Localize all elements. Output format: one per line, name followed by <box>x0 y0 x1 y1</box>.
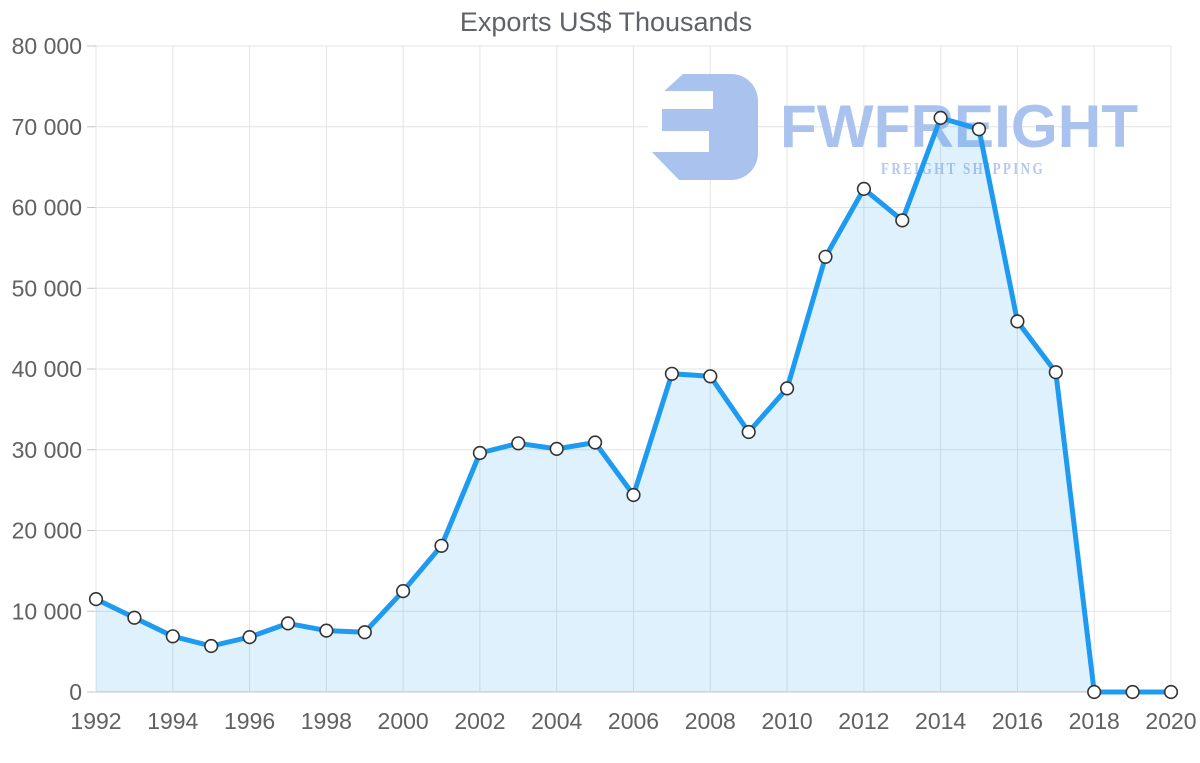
x-axis-label: 2018 <box>1069 708 1120 734</box>
watermark-brand: FWFREIGHT <box>780 93 1138 160</box>
chart-title: Exports US$ Thousands <box>460 7 752 37</box>
x-axis-label: 1998 <box>301 708 352 734</box>
x-axis-label: 2012 <box>838 708 889 734</box>
data-point[interactable] <box>587 435 603 450</box>
data-point[interactable] <box>88 591 104 607</box>
data-points <box>88 110 1179 700</box>
data-point[interactable] <box>703 369 718 384</box>
x-axis-label: 2008 <box>685 708 736 734</box>
data-point[interactable] <box>511 436 526 451</box>
y-axis-label: 40 000 <box>12 356 82 382</box>
y-axis-label: 50 000 <box>12 275 82 301</box>
freight-logo-icon <box>648 74 758 180</box>
data-point[interactable] <box>818 249 833 264</box>
y-axis-label: 30 000 <box>12 437 82 463</box>
data-point[interactable] <box>933 110 948 125</box>
watermark: FWFREIGHT FREIGHT SHIPPING <box>648 74 1138 180</box>
x-axis-label: 2006 <box>608 708 659 734</box>
x-axis-label: 2000 <box>378 708 429 734</box>
data-point[interactable] <box>434 538 449 553</box>
data-point[interactable] <box>127 610 142 625</box>
y-axis-label: 70 000 <box>12 114 82 140</box>
x-axis-label: 2010 <box>761 708 812 734</box>
x-axis-label: 2016 <box>992 708 1043 734</box>
axis-labels: 0 10 000 20 000 30 000 40 000 50 000 60 000 70 … <box>12 33 1197 734</box>
data-point[interactable] <box>280 616 296 631</box>
data-point[interactable] <box>741 424 756 440</box>
x-axis-label: 2020 <box>1145 708 1196 734</box>
data-point[interactable] <box>1010 314 1025 329</box>
data-point[interactable] <box>165 629 180 644</box>
data-point[interactable] <box>895 213 910 228</box>
y-axis-label: 10 000 <box>12 598 82 624</box>
y-axis-label: 0 <box>69 679 82 705</box>
data-point[interactable] <box>626 487 641 503</box>
data-point[interactable] <box>204 638 219 654</box>
data-point[interactable] <box>357 625 372 640</box>
data-point[interactable] <box>779 381 795 396</box>
y-axis-label: 60 000 <box>12 195 82 221</box>
x-axis-label: 2014 <box>915 708 966 734</box>
data-point[interactable] <box>472 445 488 461</box>
data-point[interactable] <box>1048 365 1063 380</box>
data-point[interactable] <box>242 629 257 645</box>
data-point[interactable] <box>319 623 334 638</box>
data-point[interactable] <box>1163 684 1179 700</box>
x-axis-label: 1992 <box>70 708 121 734</box>
data-point[interactable] <box>1087 684 1102 700</box>
data-point[interactable] <box>856 181 872 196</box>
x-axis-label: 1996 <box>224 708 275 734</box>
data-point[interactable] <box>1125 684 1140 700</box>
x-axis-label: 1994 <box>147 708 198 734</box>
x-axis-label: 2002 <box>454 708 505 734</box>
data-point[interactable] <box>549 441 564 457</box>
x-axis-label: 2004 <box>531 708 582 734</box>
data-point[interactable] <box>664 366 680 381</box>
data-point[interactable] <box>396 583 411 599</box>
y-axis-label: 80 000 <box>12 33 82 59</box>
area-fill <box>96 117 1171 692</box>
y-axis-label: 20 000 <box>12 518 82 544</box>
data-point[interactable] <box>971 122 987 137</box>
